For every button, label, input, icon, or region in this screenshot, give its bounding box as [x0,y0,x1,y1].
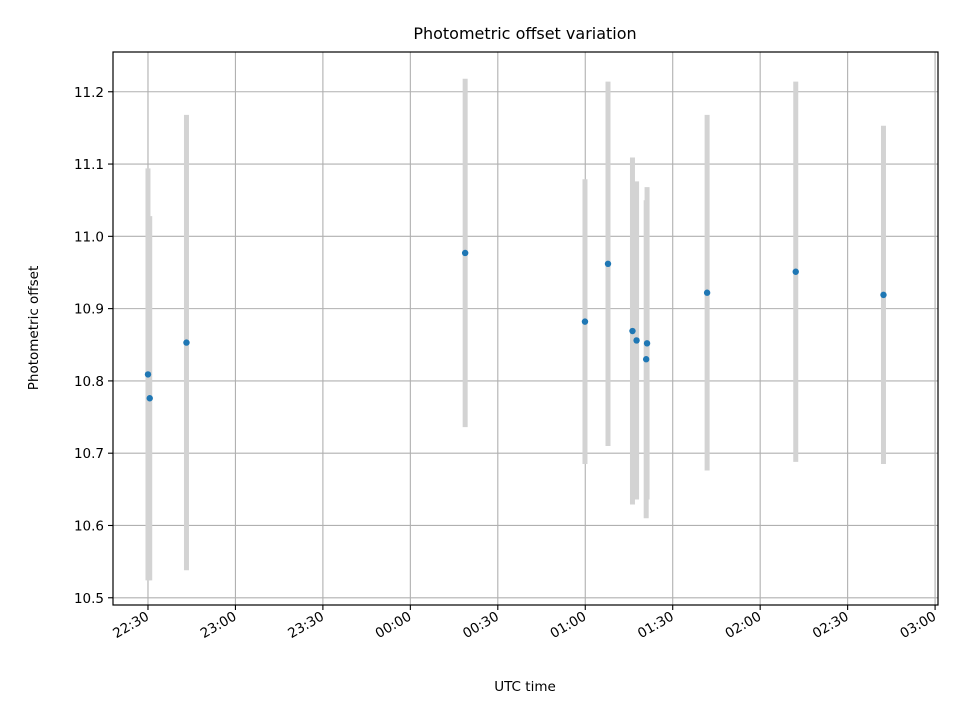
data-point [581,318,589,325]
data-point [642,356,650,363]
x-tick-label: 01:30 [635,609,677,642]
data-point [643,340,651,347]
data-point [183,339,190,346]
x-tick-label: 23:30 [285,609,327,642]
y-axis-ticks: 10.5 10.6 10.7 10.8 10.9 11.0 11.1 11.2 [74,85,113,607]
data-point [633,337,640,344]
x-tick-label: 00:30 [460,609,502,642]
x-tick-label: 02:00 [722,609,764,642]
error-bars [145,78,886,581]
y-axis-label: Photometric offset [26,266,42,390]
y-tick-label: 11.0 [74,229,104,245]
x-tick-label: 22:30 [110,609,152,642]
data-point [146,395,153,402]
x-tick-label: 01:00 [548,609,590,642]
x-tick-label: 02:30 [810,609,852,642]
data-point [604,260,612,268]
y-tick-label: 11.1 [74,157,104,173]
x-tick-label: 23:00 [198,609,240,642]
data-point [880,291,887,299]
plot-frame [112,51,939,606]
data-point [792,268,799,275]
y-tick-label: 10.5 [74,591,104,607]
y-tick-label: 11.2 [74,85,104,101]
x-axis-ticks: 22:30 23:00 23:30 00:00 00:30 01:00 01:30 02:00… [110,605,939,642]
data-point [144,371,152,378]
data-point [461,249,469,257]
y-tick-label: 10.8 [74,374,104,390]
data-point [703,289,711,296]
x-axis-label: UTC time [494,679,556,695]
y-tick-label: 10.9 [74,302,104,318]
y-tick-label: 10.7 [74,446,104,462]
y-tick-label: 10.6 [74,518,104,534]
chart-title: Photometric offset variation [413,24,636,43]
grid [113,52,938,605]
x-tick-label: 00:00 [373,609,415,642]
data-points [144,249,887,402]
x-tick-label: 03:00 [897,609,939,642]
data-point [629,327,636,335]
